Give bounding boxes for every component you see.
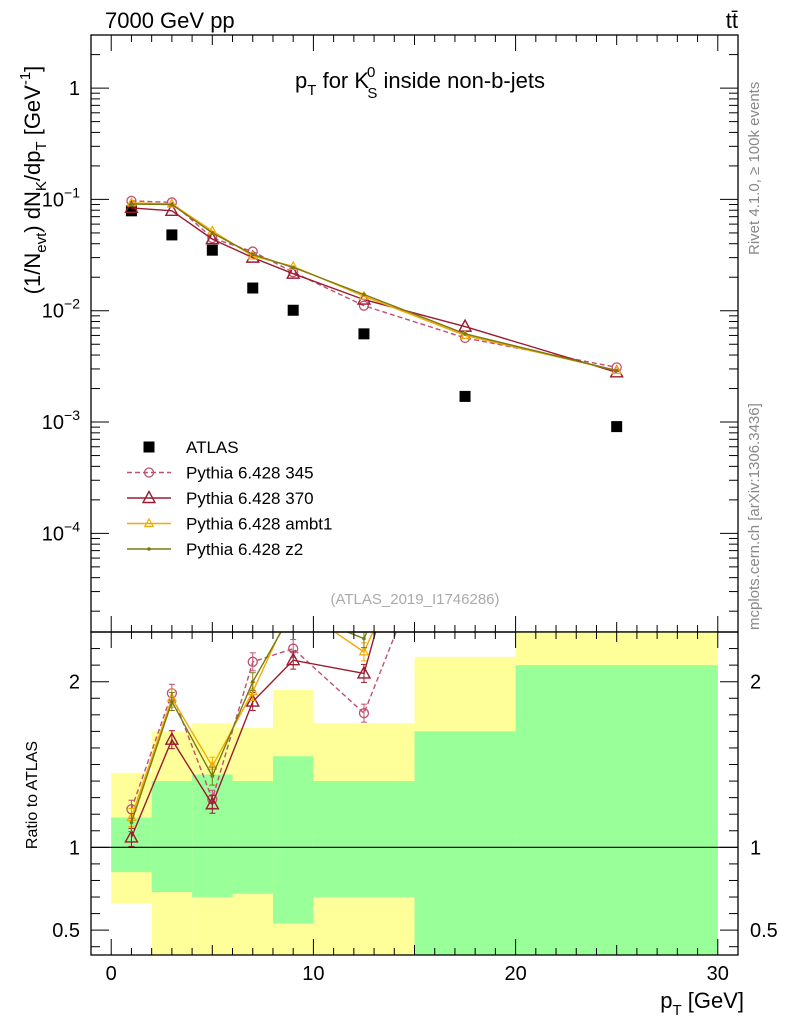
ratio-y-tick-label: 1 — [69, 837, 80, 859]
ratio-band-inner — [272, 756, 314, 924]
main-y-tick-label: 10−1 — [42, 184, 80, 211]
ratio-plot-axes: 0 10 20 30 0.5 0.5 1 1 2 2 — [52, 631, 778, 985]
main-plot-series — [124, 195, 624, 433]
main-point-4-7 — [614, 368, 619, 373]
ratio-point-0-3 — [247, 656, 258, 667]
ratio-point-1-1 — [164, 731, 180, 745]
main-point-2-4 — [286, 265, 301, 279]
ratio-point-1-0 — [124, 829, 139, 843]
mcplots-label: mcplots.cern.ch [arXiv:1306.3436] — [746, 403, 763, 630]
main-point-0-6 — [459, 390, 471, 402]
ratio-point-2-5 — [358, 646, 370, 656]
legend-marker-4 — [147, 547, 151, 551]
ratio-point-0-5 — [358, 708, 370, 719]
main-y-tick-label: 1 — [69, 78, 80, 100]
ratio-plot-series — [124, 632, 397, 847]
ratio-y-tick-label-right: 2 — [750, 672, 761, 694]
main-y-axis-label: (1/Nevt) dNK/dpT [GeV-1] — [17, 66, 50, 295]
main-point-1-5 — [358, 300, 370, 311]
main-point-0-5 — [358, 328, 370, 340]
ratio-series-line-0 — [130, 632, 397, 810]
ratio-band-inner — [151, 781, 193, 893]
ratio-point-3-0 — [129, 820, 134, 825]
x-tick-label: 20 — [504, 963, 526, 985]
rivet-version-label: Rivet 4.1.0, ≥ 100k events — [746, 82, 763, 255]
main-y-tick-label: 10−4 — [42, 518, 80, 545]
ratio-y-tick-label-right: 0.5 — [750, 920, 778, 942]
ratio-y-tick-label: 2 — [69, 672, 80, 694]
main-point-0-0 — [125, 205, 137, 217]
ratio-series-line-1 — [130, 632, 377, 838]
main-point-2-5 — [356, 291, 372, 305]
header-process-label: tt̄ — [726, 8, 738, 33]
x-tick-label: 30 — [707, 963, 729, 985]
ratio-y-tick-label-right: 1 — [750, 837, 761, 859]
legend-marker-1 — [143, 467, 155, 478]
main-point-0-4 — [287, 304, 299, 316]
main-point-4-6 — [463, 332, 467, 336]
main-series-line-4 — [131, 203, 617, 372]
main-point-4-0 — [129, 202, 134, 206]
legend-label-4: Pythia 6.428 z2 — [186, 540, 303, 559]
ratio-band-inner — [232, 781, 273, 894]
ratio-y-axis-label: Ratio to ATLAS — [24, 741, 41, 849]
ratio-point-3-2 — [210, 774, 215, 778]
main-point-2-2 — [205, 231, 220, 245]
main-point-4-4 — [291, 265, 295, 270]
main-point-0-1 — [166, 229, 178, 241]
legend: ATLAS Pythia 6.428 345 Pythia 6.428 370 Pyt… — [127, 438, 332, 559]
x-tick-label: 0 — [106, 963, 117, 985]
main-y-tick-label: 10−3 — [42, 407, 80, 434]
analysis-watermark: (ATLAS_2019_I1746286) — [330, 591, 499, 608]
header-energy-label: 7000 GeV pp — [105, 8, 235, 33]
main-point-3-1 — [166, 198, 178, 208]
legend-marker-0 — [143, 441, 155, 453]
legend-label-2: Pythia 6.428 370 — [186, 489, 314, 508]
main-point-0-7 — [611, 421, 623, 433]
legend-label-1: Pythia 6.428 345 — [186, 464, 314, 483]
x-tick-label: 10 — [302, 963, 324, 985]
main-point-0-3 — [247, 282, 259, 294]
ratio-series-line-2 — [130, 632, 374, 818]
ratio-series-line-3 — [130, 632, 368, 823]
ratio-point-1-4 — [286, 652, 301, 666]
ratio-band-inner — [313, 781, 415, 898]
main-point-4-5 — [362, 292, 366, 297]
legend-label-3: Pythia 6.428 ambt1 — [186, 515, 332, 534]
legend-label-0: ATLAS — [186, 438, 239, 457]
main-plot-axes: 10−4 10−3 10−2 10−1 1 — [42, 34, 739, 633]
main-point-4-3 — [250, 252, 255, 257]
main-point-2-0 — [124, 199, 139, 214]
ratio-plot-area — [91, 632, 738, 955]
main-point-0-2 — [206, 244, 218, 256]
main-point-3-0 — [126, 197, 137, 207]
main-point-4-1 — [170, 202, 174, 207]
ratio-point-1-5 — [356, 665, 372, 679]
legend-marker-3 — [143, 517, 155, 528]
main-series-line-2 — [131, 207, 617, 373]
ratio-band-inner — [515, 665, 718, 955]
ratio-point-1-2 — [205, 796, 220, 810]
main-y-tick-label: 10−2 — [42, 296, 80, 323]
main-point-4-2 — [210, 231, 215, 235]
main-plot-title: pT for K0 S inside non-b-jets — [295, 64, 545, 102]
x-axis-label: pT [GeV] — [660, 988, 744, 1019]
main-point-3-4 — [287, 260, 299, 271]
main-point-2-1 — [164, 202, 180, 217]
ratio-point-3-5 — [362, 636, 366, 641]
ratio-y-tick-label: 0.5 — [52, 920, 80, 942]
ratio-point-3-3 — [250, 679, 255, 684]
ratio-band-inner — [414, 731, 516, 955]
legend-marker-2 — [141, 490, 157, 504]
ratio-point-3-1 — [170, 699, 174, 704]
